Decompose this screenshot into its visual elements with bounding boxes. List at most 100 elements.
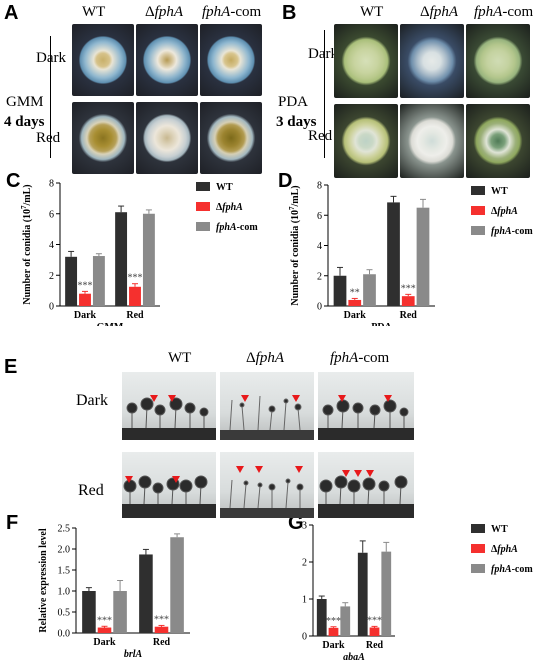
legend-suffix: -com (237, 222, 259, 233)
legend-label: WT (491, 186, 508, 197)
image-com-dark (318, 372, 414, 440)
legend-swatch (471, 206, 485, 215)
legend-delta: Δ (491, 544, 498, 555)
delta-symbol: Δ (145, 4, 155, 20)
plate-photo (200, 102, 262, 174)
bar (401, 296, 415, 306)
y-tick-label: 0 (317, 302, 322, 313)
significance-label: ** (350, 287, 360, 298)
x-category-label: Red (400, 310, 418, 321)
bar (142, 213, 155, 306)
legend-suffix: -com (512, 226, 534, 237)
significance-label: *** (154, 614, 169, 625)
significance-label: *** (128, 273, 143, 284)
legend-label: WT (491, 524, 508, 535)
bar (348, 299, 362, 306)
bar (328, 627, 339, 636)
conidiophore-images (122, 372, 414, 518)
legend-gene: fphA (222, 202, 243, 213)
y-tick-label: 0.5 (58, 608, 71, 619)
bar (97, 627, 112, 633)
gene-name: fphA (429, 4, 458, 20)
panel-b-row-red: Red (308, 128, 333, 144)
chart-f: 0.0 0.5 1.0 1.5 2.0 2.5 Relative expression le… (38, 524, 190, 660)
legend-swatch (471, 524, 485, 533)
bar (369, 627, 380, 636)
panel-e-col-wt: WT (168, 350, 192, 366)
panel-b-row-dark: Dark (308, 46, 338, 62)
bar (340, 606, 351, 636)
panel-a-bracket (50, 36, 51, 158)
y-tick-label: 6 (49, 209, 54, 220)
y-tick-label: 3 (302, 521, 307, 532)
significance-label: *** (367, 615, 382, 626)
legend-swatch (196, 222, 210, 231)
x-group-label: brlA (124, 649, 143, 660)
bar (363, 274, 376, 306)
legend-suffix: -com (512, 564, 534, 575)
x-category-label: Red (366, 640, 384, 651)
image-com-red (318, 452, 414, 518)
plate-photo (136, 102, 198, 174)
bar (65, 256, 78, 306)
gene-name: fphA (330, 350, 359, 366)
legend-swatch (196, 182, 210, 191)
y-axis-label-text: Number of conidia (10 (22, 209, 33, 305)
plate-photo (136, 24, 198, 96)
panel-letter-b: B (282, 2, 297, 24)
com-suffix: -com (502, 4, 534, 20)
legend-gene: fphA (497, 544, 518, 555)
plate-photo (466, 104, 530, 178)
panel-b-days: 3 days (276, 114, 317, 130)
bar (139, 554, 153, 633)
panel-letter-d: D (278, 170, 293, 192)
bar (316, 599, 327, 636)
image-wt-dark (122, 372, 216, 440)
bar (154, 626, 169, 633)
y-tick-label: 1 (302, 595, 307, 606)
panel-letter-f: F (6, 512, 19, 534)
y-axis-label-unit: /mL) (290, 185, 301, 207)
image-dfpha-red (220, 452, 314, 518)
panel-e-row-dark: Dark (76, 392, 108, 409)
bar (82, 591, 96, 633)
significance-label: *** (326, 616, 341, 627)
y-tick-label: 8 (317, 181, 322, 192)
y-axis-label-unit: /mL) (22, 184, 33, 206)
panel-b-col-wt: WT (360, 4, 384, 20)
y-axis-label: Relative expression level (38, 528, 49, 632)
panel-b-bracket (324, 30, 325, 158)
plate-photo (334, 24, 398, 98)
bar (92, 256, 105, 306)
legend-gene: fphA (216, 222, 237, 233)
panel-b-col-dfpha: ΔfphA (420, 4, 458, 21)
y-tick-label: 2.0 (58, 545, 71, 556)
legend-label: ΔfphA (491, 544, 518, 555)
y-axis-label-sup: 7 (20, 205, 28, 209)
x-category-label: Red (153, 637, 171, 648)
x-category-label: Dark (322, 640, 345, 651)
legend-label: fphA-com (216, 222, 258, 233)
plate-photo (72, 102, 134, 174)
y-tick-label: 4 (317, 241, 322, 252)
plate-photo (200, 24, 262, 96)
y-tick-label: 1.5 (58, 566, 71, 577)
panel-letter-c: C (6, 170, 21, 192)
y-axis-label: Number of conidia (107/mL) (288, 185, 301, 305)
plate-photo (334, 104, 398, 178)
legend-label: ΔfphA (216, 202, 243, 213)
bar (357, 552, 368, 636)
significance-label: *** (97, 615, 112, 626)
legend-swatch (471, 564, 485, 573)
significance-label: *** (78, 280, 93, 291)
x-group-label: GMM (97, 322, 124, 326)
image-dfpha-dark (220, 372, 314, 440)
panel-e-row-red: Red (78, 482, 104, 499)
panel-a-col-com: fphA-com (202, 4, 261, 21)
y-axis-label: Number of conidia (107/mL) (20, 184, 33, 304)
legend-label: ΔfphA (491, 206, 518, 217)
panel-a-medium: GMM (6, 94, 44, 110)
legend-gene: fphA (491, 226, 512, 237)
y-tick-label: 0 (302, 632, 307, 643)
